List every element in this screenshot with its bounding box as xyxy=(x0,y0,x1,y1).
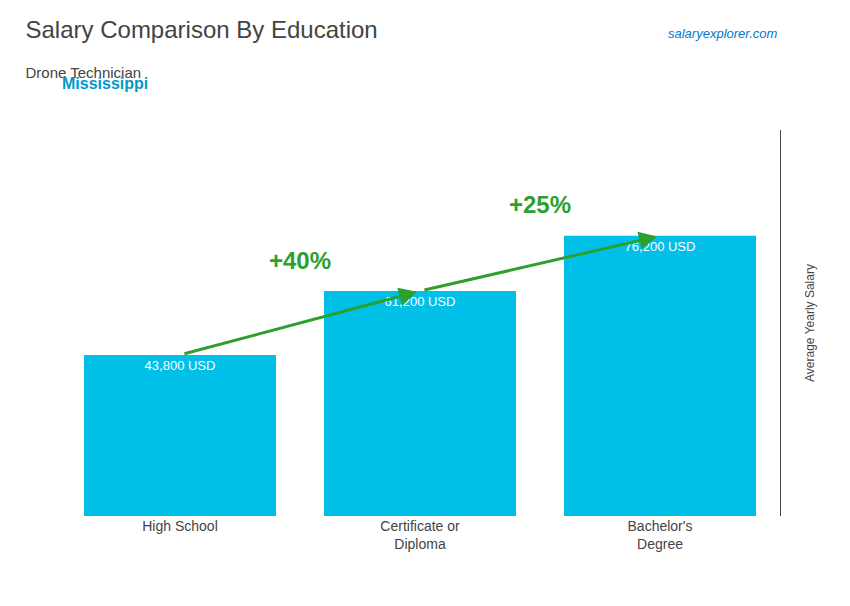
svg-text:76,200 USD: 76,200 USD xyxy=(625,239,696,254)
svg-text:+40%: +40% xyxy=(269,247,331,274)
svg-text:Certificate orDiploma: Certificate orDiploma xyxy=(380,518,460,552)
svg-text:+25%: +25% xyxy=(509,191,571,218)
svg-text:High School: High School xyxy=(142,518,218,534)
svg-text:Average Yearly Salary: Average Yearly Salary xyxy=(803,264,817,382)
svg-text:61,200 USD: 61,200 USD xyxy=(385,294,456,309)
svg-text:Drone Technician: Drone Technician xyxy=(26,64,142,81)
svg-text:Salary Comparison By Education: Salary Comparison By Education xyxy=(26,16,378,43)
svg-text:43,800 USD: 43,800 USD xyxy=(145,358,216,373)
svg-text:Bachelor'sDegree: Bachelor'sDegree xyxy=(628,518,693,552)
svg-text:salaryexplorer.com: salaryexplorer.com xyxy=(668,26,778,41)
svg-text:Mississippi: Mississippi xyxy=(62,75,148,92)
